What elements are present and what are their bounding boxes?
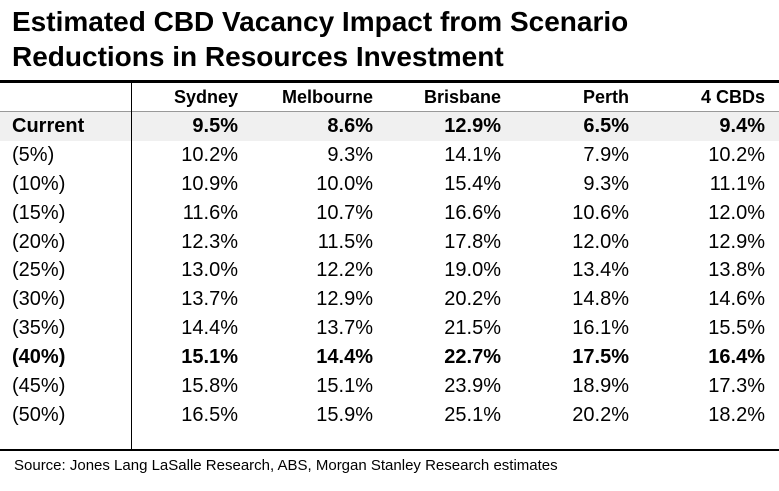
value-cell: 13.4% <box>572 259 629 282</box>
value-cell: 9.3% <box>327 143 373 166</box>
row-label: (40%) <box>12 346 66 369</box>
value-cell: 12.0% <box>708 201 765 224</box>
row-label: (35%) <box>12 317 66 340</box>
value-cell: 15.1% <box>181 346 238 369</box>
value-cell: 14.6% <box>708 288 765 311</box>
table-row: (10%) 10.9% 10.0% 15.4% 9.3% 11.1% <box>0 170 779 199</box>
value-cell: 15.5% <box>708 317 765 340</box>
row-label: (20%) <box>12 230 66 253</box>
table-row: (40%) 15.1% 14.4% 22.7% 17.5% 16.4% <box>0 343 779 372</box>
value-cell: 10.9% <box>181 172 238 195</box>
table-row: (50%) 16.5% 15.9% 25.1% 20.2% 18.2% <box>0 401 779 430</box>
value-cell: 23.9% <box>444 374 501 397</box>
value-cell: 13.8% <box>708 259 765 282</box>
value-cell: 12.9% <box>316 288 373 311</box>
header-melbourne: Melbourne <box>252 83 387 112</box>
row-label: (50%) <box>12 403 66 426</box>
value-cell: 12.2% <box>316 259 373 282</box>
value-cell: 15.8% <box>181 374 238 397</box>
value-cell: 9.4% <box>643 111 779 141</box>
table-title: Estimated CBD Vacancy Impact from Scenar… <box>12 6 629 72</box>
value-cell: 12.0% <box>572 230 629 253</box>
value-cell: 22.7% <box>444 346 501 369</box>
value-cell: 16.1% <box>572 317 629 340</box>
value-cell: 14.4% <box>181 317 238 340</box>
row-label: (15%) <box>12 201 66 224</box>
value-cell: 17.3% <box>708 374 765 397</box>
value-cell: 10.6% <box>572 201 629 224</box>
value-cell: 25.1% <box>444 403 501 426</box>
value-cell: 15.1% <box>316 374 373 397</box>
row-label: (45%) <box>12 374 66 397</box>
table-row: (25%) 13.0% 12.2% 19.0% 13.4% 13.8% <box>0 256 779 285</box>
source-note: Source: Jones Lang LaSalle Research, ABS… <box>14 457 558 474</box>
row-label: (5%) <box>12 143 55 166</box>
row-label: (30%) <box>12 288 66 311</box>
table-row: (5%) 10.2% 9.3% 14.1% 7.9% 10.2% <box>0 141 779 170</box>
header-perth: Perth <box>515 83 643 112</box>
header-brisbane: Brisbane <box>387 83 515 112</box>
header-corner <box>0 83 131 112</box>
value-cell: 9.5% <box>131 111 252 141</box>
value-cell: 16.4% <box>708 346 765 369</box>
value-cell: 13.0% <box>181 259 238 282</box>
value-cell: 19.0% <box>444 259 501 282</box>
value-cell: 17.5% <box>572 346 629 369</box>
bottom-rule <box>0 449 779 451</box>
table-row: (15%) 11.6% 10.7% 16.6% 10.6% 12.0% <box>0 199 779 228</box>
value-cell: 12.3% <box>181 230 238 253</box>
value-cell: 16.6% <box>444 201 501 224</box>
value-cell: 11.1% <box>709 172 765 195</box>
value-cell: 11.6% <box>182 201 238 224</box>
value-cell: 10.2% <box>181 143 238 166</box>
header-row: Sydney Melbourne Brisbane Perth 4 CBDs <box>0 83 779 112</box>
value-cell: 21.5% <box>444 317 501 340</box>
row-label: (10%) <box>12 172 66 195</box>
table-row: (30%) 13.7% 12.9% 20.2% 14.8% 14.6% <box>0 285 779 314</box>
vacancy-table: Sydney Melbourne Brisbane Perth 4 CBDs C… <box>0 83 779 430</box>
table-row: (20%) 12.3% 11.5% 17.8% 12.0% 12.9% <box>0 228 779 257</box>
value-cell: 14.8% <box>572 288 629 311</box>
value-cell: 10.0% <box>316 172 373 195</box>
value-cell: 15.9% <box>316 403 373 426</box>
value-cell: 13.7% <box>181 288 238 311</box>
value-cell: 12.9% <box>387 111 515 141</box>
value-cell: 14.1% <box>444 143 501 166</box>
table-body: Current 9.5% 8.6% 12.9% 6.5% 9.4% (5%) 10.2% 9.3… <box>0 111 779 430</box>
value-cell: 10.2% <box>708 143 765 166</box>
value-cell: 6.5% <box>515 111 643 141</box>
value-cell: 9.3% <box>583 172 629 195</box>
value-cell: 20.2% <box>572 403 629 426</box>
value-cell: 7.9% <box>583 143 629 166</box>
value-cell: 18.2% <box>708 403 765 426</box>
value-cell: 18.9% <box>572 374 629 397</box>
row-label: Current <box>0 111 131 141</box>
value-cell: 8.6% <box>252 111 387 141</box>
value-cell: 14.4% <box>316 346 373 369</box>
table-row: Current 9.5% 8.6% 12.9% 6.5% 9.4% <box>0 111 779 141</box>
header-sydney: Sydney <box>131 83 252 112</box>
value-cell: 10.7% <box>316 201 373 224</box>
table-row: (35%) 14.4% 13.7% 21.5% 16.1% 15.5% <box>0 314 779 343</box>
value-cell: 12.9% <box>708 230 765 253</box>
value-cell: 11.5% <box>317 230 373 253</box>
top-rule <box>0 80 779 83</box>
value-cell: 17.8% <box>444 230 501 253</box>
header-4-cbds: 4 CBDs <box>643 83 779 112</box>
value-cell: 16.5% <box>181 403 238 426</box>
value-cell: 15.4% <box>444 172 501 195</box>
value-cell: 13.7% <box>316 317 373 340</box>
column-divider <box>131 83 132 449</box>
value-cell: 20.2% <box>444 288 501 311</box>
table-row: (45%) 15.8% 15.1% 23.9% 18.9% 17.3% <box>0 372 779 401</box>
row-label: (25%) <box>12 259 66 282</box>
